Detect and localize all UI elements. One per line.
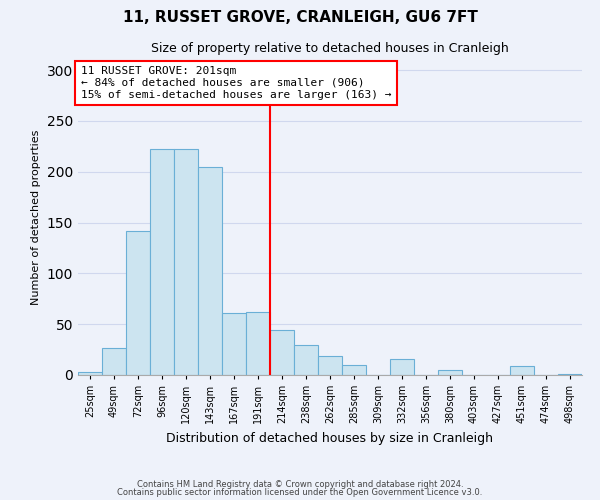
Bar [174, 150, 198, 375]
Y-axis label: Number of detached properties: Number of detached properties [31, 130, 41, 305]
Text: Contains HM Land Registry data © Crown copyright and database right 2024.: Contains HM Land Registry data © Crown c… [137, 480, 463, 489]
Bar [558, 374, 582, 375]
Bar [342, 365, 366, 375]
Bar [510, 366, 534, 375]
Bar [198, 166, 222, 375]
Bar [126, 230, 150, 375]
Bar [246, 312, 270, 375]
Bar [390, 358, 414, 375]
Text: 11 RUSSET GROVE: 201sqm
← 84% of detached houses are smaller (906)
15% of semi-d: 11 RUSSET GROVE: 201sqm ← 84% of detache… [80, 66, 391, 100]
Bar [102, 348, 126, 375]
Text: Contains public sector information licensed under the Open Government Licence v3: Contains public sector information licen… [118, 488, 482, 497]
Title: Size of property relative to detached houses in Cranleigh: Size of property relative to detached ho… [151, 42, 509, 54]
Bar [438, 370, 462, 375]
Bar [294, 344, 318, 375]
Bar [222, 313, 246, 375]
Bar [150, 150, 174, 375]
Bar [78, 372, 102, 375]
Bar [318, 356, 342, 375]
Bar [270, 330, 294, 375]
Text: 11, RUSSET GROVE, CRANLEIGH, GU6 7FT: 11, RUSSET GROVE, CRANLEIGH, GU6 7FT [122, 10, 478, 25]
X-axis label: Distribution of detached houses by size in Cranleigh: Distribution of detached houses by size … [167, 432, 493, 444]
